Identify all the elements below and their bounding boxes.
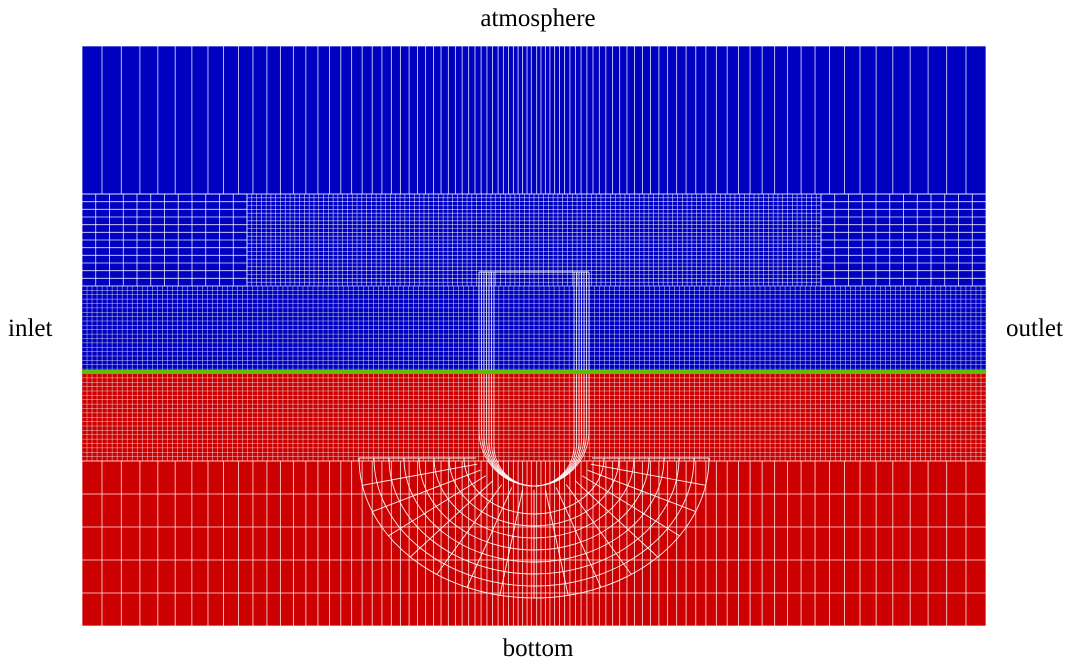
mesh-line bbox=[466, 487, 513, 588]
mesh-line bbox=[544, 489, 569, 596]
cylinder-body-mesh bbox=[478, 271, 590, 487]
mesh-line bbox=[388, 475, 487, 537]
mesh-line bbox=[362, 463, 478, 486]
mesh-line bbox=[555, 487, 602, 588]
mesh-line bbox=[433, 457, 635, 539]
mesh-domain bbox=[82, 46, 986, 626]
mesh-grid-lines bbox=[82, 46, 986, 626]
mesh-line bbox=[499, 489, 524, 596]
boundary-label-atmosphere: atmosphere bbox=[480, 5, 596, 32]
mesh-line bbox=[448, 457, 620, 527]
boundary-label-inlet: inlet bbox=[8, 315, 53, 342]
mesh-line bbox=[590, 463, 706, 486]
mesh-line bbox=[565, 484, 632, 575]
free-surface-line bbox=[82, 370, 986, 374]
cylinder-mesh-line bbox=[493, 272, 575, 487]
mesh-line bbox=[581, 475, 680, 537]
mesh-line bbox=[358, 457, 710, 599]
mesh-line bbox=[418, 457, 650, 551]
mesh-line bbox=[403, 457, 665, 563]
boundary-label-outlet: outlet bbox=[1006, 315, 1063, 342]
mesh-line bbox=[463, 457, 605, 515]
mesh-line bbox=[373, 457, 695, 587]
mesh-line bbox=[388, 457, 680, 575]
boundary-label-bottom: bottom bbox=[502, 635, 574, 662]
mesh-line bbox=[436, 484, 503, 575]
